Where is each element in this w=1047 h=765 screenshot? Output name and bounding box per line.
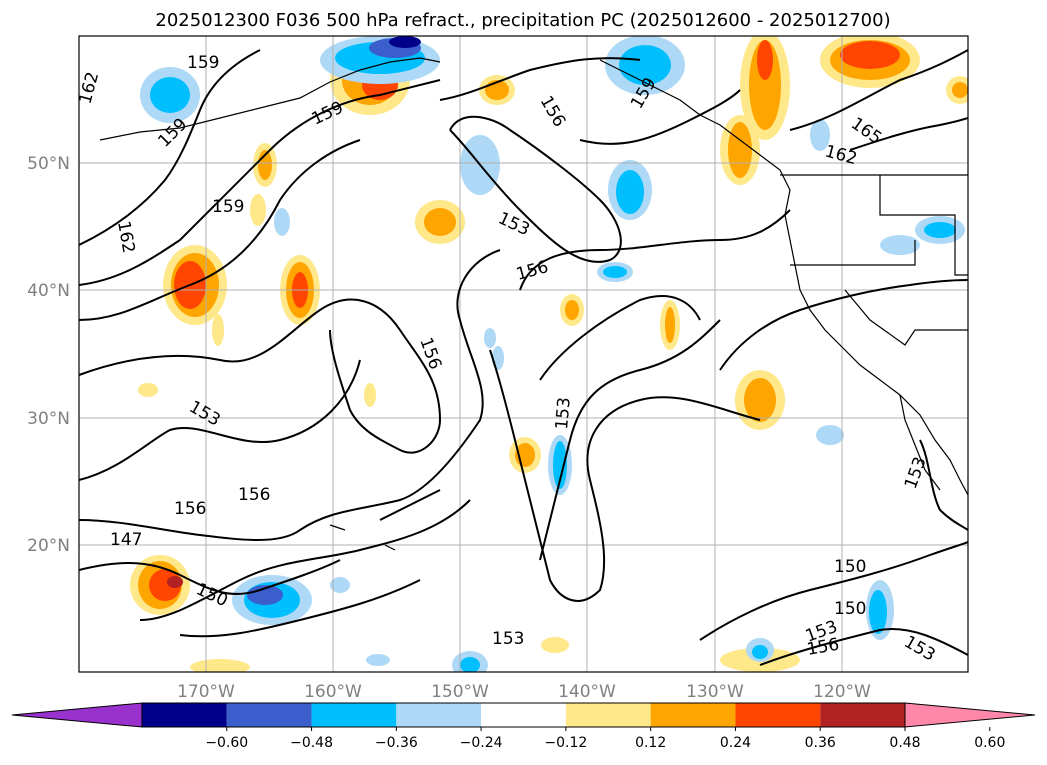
- negative-anomaly-region-peak: [389, 36, 421, 48]
- lon-label: 150°W: [431, 682, 489, 702]
- contour-label: 150: [834, 599, 866, 619]
- colorbar-tick-label: 0.12: [635, 735, 666, 751]
- colorbar-tick-label: 0.24: [720, 735, 751, 751]
- colorbar-extend-high: [904, 702, 1036, 728]
- contour-label: 159: [187, 53, 219, 73]
- colorbar-tick-label: 0.60: [974, 735, 1005, 751]
- colorbar-swatch: [311, 703, 397, 727]
- contour-label: 153: [492, 629, 524, 649]
- colorbar-tick-label: −0.24: [460, 735, 503, 751]
- contour-label: 156: [174, 499, 206, 519]
- colorbar-tick-label: −0.12: [544, 735, 587, 751]
- colorbar-tick-label: −0.60: [205, 735, 248, 751]
- contour-label: 147: [110, 530, 142, 550]
- colorbar-tick-label: −0.36: [375, 735, 418, 751]
- contour-label: 159: [212, 197, 244, 217]
- lat-label: 30°N: [27, 409, 70, 429]
- colorbar-swatch: [481, 703, 566, 727]
- lat-label: 40°N: [27, 281, 70, 301]
- map-panel: 162 159 159 159 162 156 153 156 156 153 …: [79, 36, 968, 672]
- positive-anomaly-region-peak: [167, 576, 183, 588]
- contour-label: 156: [238, 485, 270, 505]
- colorbar-frame: [141, 702, 906, 728]
- lon-label: 120°W: [813, 682, 871, 702]
- colorbar-extend-low: [11, 702, 143, 728]
- refractivity-contours: [79, 49, 968, 666]
- colorbar-swatch: [226, 703, 312, 727]
- colorbar-swatch: [735, 703, 821, 727]
- contour-label: 153: [552, 396, 575, 430]
- colorbar-swatch: [650, 703, 736, 727]
- lon-label: 170°W: [177, 682, 235, 702]
- colorbar-tick-label: 0.36: [805, 735, 836, 751]
- colorbar-tick-label: −0.48: [290, 735, 333, 751]
- lon-label: 130°W: [686, 682, 744, 702]
- precip-shading: [130, 36, 968, 672]
- colorbar-swatch: [396, 703, 482, 727]
- coastlines: [99, 57, 968, 551]
- colorbar-swatch: [565, 703, 651, 727]
- map-frame: [78, 35, 969, 673]
- figure-title: 2025012300 F036 500 hPa refract., precip…: [155, 10, 890, 31]
- lat-label: 50°N: [27, 154, 70, 174]
- colorbar-swatch: [820, 703, 905, 727]
- lat-label: 20°N: [27, 536, 70, 556]
- contour-label: 150: [834, 557, 866, 577]
- colorbar-swatch: [142, 703, 227, 727]
- colorbar: −0.60 −0.48 −0.36 −0.24 −0.12 0.12 0.24 0.36 0.4…: [11, 702, 1036, 751]
- lon-label: 140°W: [558, 682, 616, 702]
- longitude-labels: 170°W 160°W 150°W 140°W 130°W 120°W: [177, 682, 871, 702]
- colorbar-tick-label: 0.48: [889, 735, 920, 751]
- lon-label: 160°W: [304, 682, 362, 702]
- latitude-labels: 50°N 40°N 30°N 20°N: [27, 154, 70, 556]
